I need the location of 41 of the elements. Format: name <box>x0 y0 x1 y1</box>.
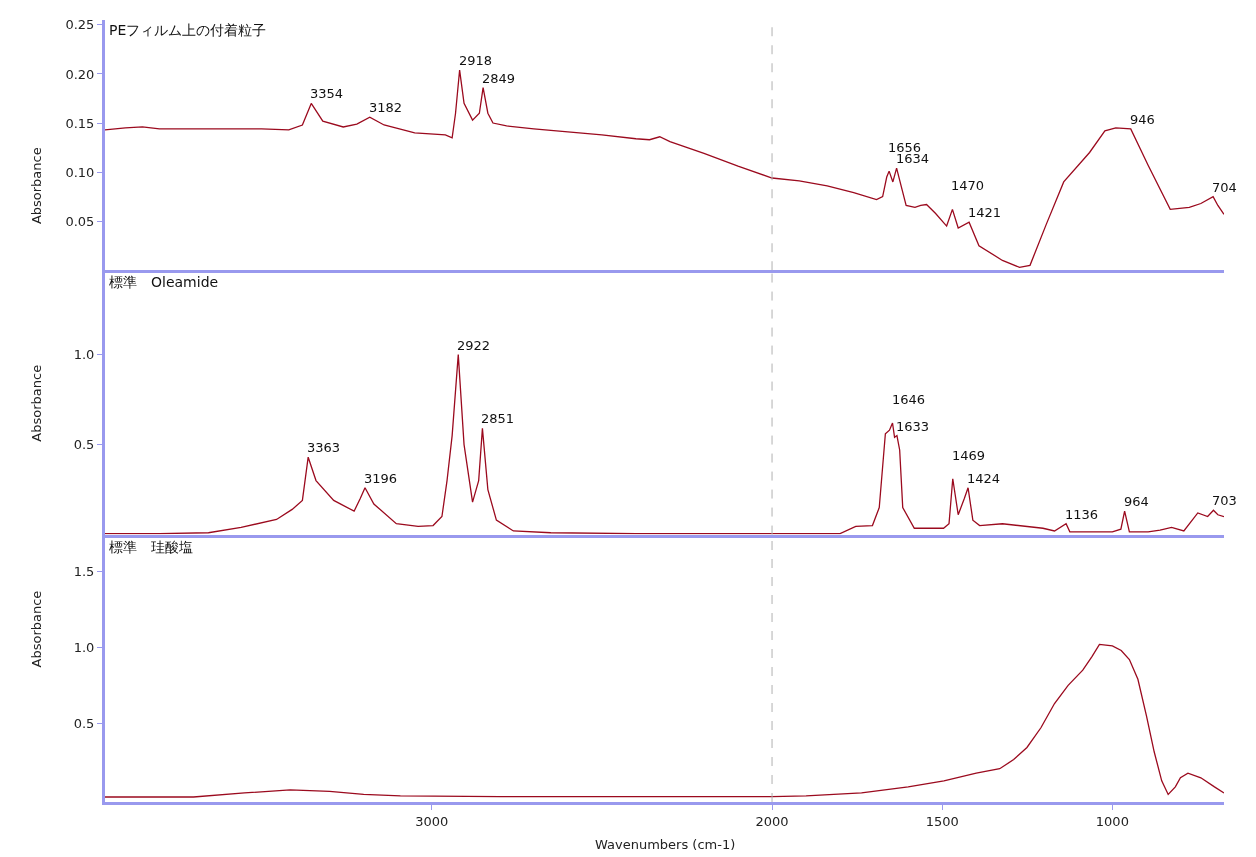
annotation: 964 <box>1124 494 1149 509</box>
annotation: 946 <box>1130 112 1155 127</box>
annotation: 3182 <box>369 100 403 115</box>
y-axis-title: Absorbance <box>28 147 44 225</box>
annotation: 1136 <box>1065 507 1099 522</box>
y-tick-label: 0.25 <box>65 17 95 33</box>
annotation: 1470 <box>951 178 985 193</box>
y-axis-title: Absorbance <box>28 590 44 668</box>
y-tick-label: 1.0 <box>73 347 95 363</box>
y-tick-label: 0.5 <box>73 437 95 453</box>
chart-title: 標準 Oleamide <box>109 274 219 290</box>
y-tick-label: 0.05 <box>65 213 95 229</box>
annotation: 1633 <box>896 419 930 434</box>
y-tick-label: 0.10 <box>65 164 95 180</box>
x-tick-label: 2000 <box>755 813 789 829</box>
annotation: 3363 <box>307 440 341 455</box>
line-series <box>105 643 1224 798</box>
x-tick-label: 1000 <box>1095 813 1129 829</box>
annotation: 1421 <box>968 205 1002 220</box>
annotation: 3354 <box>310 86 344 101</box>
chart-title: PEフィルム上の付着粒子 <box>109 22 267 38</box>
y-tick-label: 0.20 <box>65 66 95 82</box>
annotation: 1646 <box>892 392 926 407</box>
y-tick-label: 1.0 <box>73 640 95 656</box>
y-axis-title: Absorbance <box>29 364 45 442</box>
annotation: 1469 <box>952 448 986 463</box>
annotation: 703 <box>1212 493 1237 508</box>
annotation: 2851 <box>481 411 515 426</box>
annotation: 2918 <box>459 53 493 68</box>
y-tick-label: 0.5 <box>73 715 95 731</box>
annotation: 2922 <box>457 338 491 353</box>
annotation: 1424 <box>967 471 1001 486</box>
annotation: 2849 <box>482 71 516 86</box>
x-tick-label: 1500 <box>925 813 959 829</box>
y-tick-label: 0.15 <box>65 115 95 131</box>
x-axis-title: Wavenumbers (cm-1) <box>595 837 736 852</box>
annotation: 704 <box>1212 180 1237 195</box>
chart-title: 標準 珪酸塩 <box>109 539 193 555</box>
x-tick-label: 3000 <box>415 813 449 829</box>
annotation: 3196 <box>364 471 398 486</box>
y-tick-label: 1.5 <box>73 564 95 580</box>
